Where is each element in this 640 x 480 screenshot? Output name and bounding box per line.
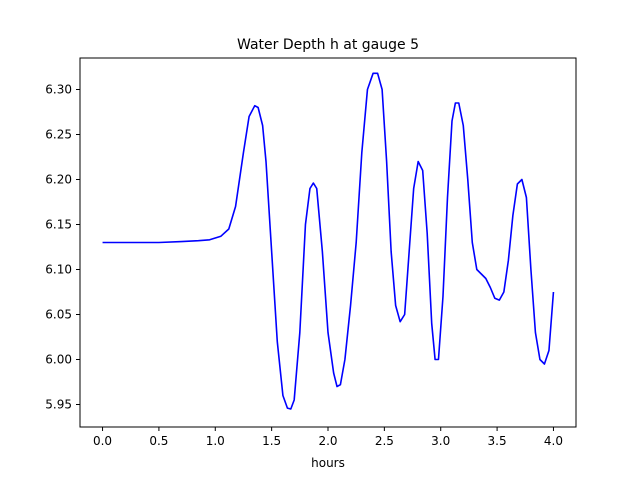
x-tick-label: 0.0 xyxy=(93,434,112,448)
chart-title: Water Depth h at gauge 5 xyxy=(237,37,419,53)
x-tick-label: 0.5 xyxy=(149,434,168,448)
x-tick-label: 1.0 xyxy=(206,434,225,448)
y-tick-label: 6.30 xyxy=(45,83,72,97)
x-tick-label: 3.5 xyxy=(488,434,507,448)
y-tick-label: 5.95 xyxy=(45,398,72,412)
y-tick-label: 6.05 xyxy=(45,308,72,322)
x-tick-label: 2.0 xyxy=(318,434,337,448)
y-tick-label: 6.00 xyxy=(45,353,72,367)
x-tick-label: 1.5 xyxy=(262,434,281,448)
y-tick-label: 6.25 xyxy=(45,128,72,142)
x-tick-label: 3.0 xyxy=(431,434,450,448)
x-tick-label: 2.5 xyxy=(375,434,394,448)
axes: 0.0 0.5 1.0 1.5 2.0 2.5 3.0 3.5 4.0 5.95 6.00 6.05 6… xyxy=(45,57,577,448)
series-line-0 xyxy=(102,72,555,410)
x-tick-label: 4.0 xyxy=(544,434,563,448)
y-tick-label: 6.20 xyxy=(45,173,72,187)
y-tick-label: 6.10 xyxy=(45,263,72,277)
y-tick-label: 6.15 xyxy=(45,218,72,232)
x-axis-label: hours xyxy=(311,456,345,470)
plot-area xyxy=(102,72,555,410)
